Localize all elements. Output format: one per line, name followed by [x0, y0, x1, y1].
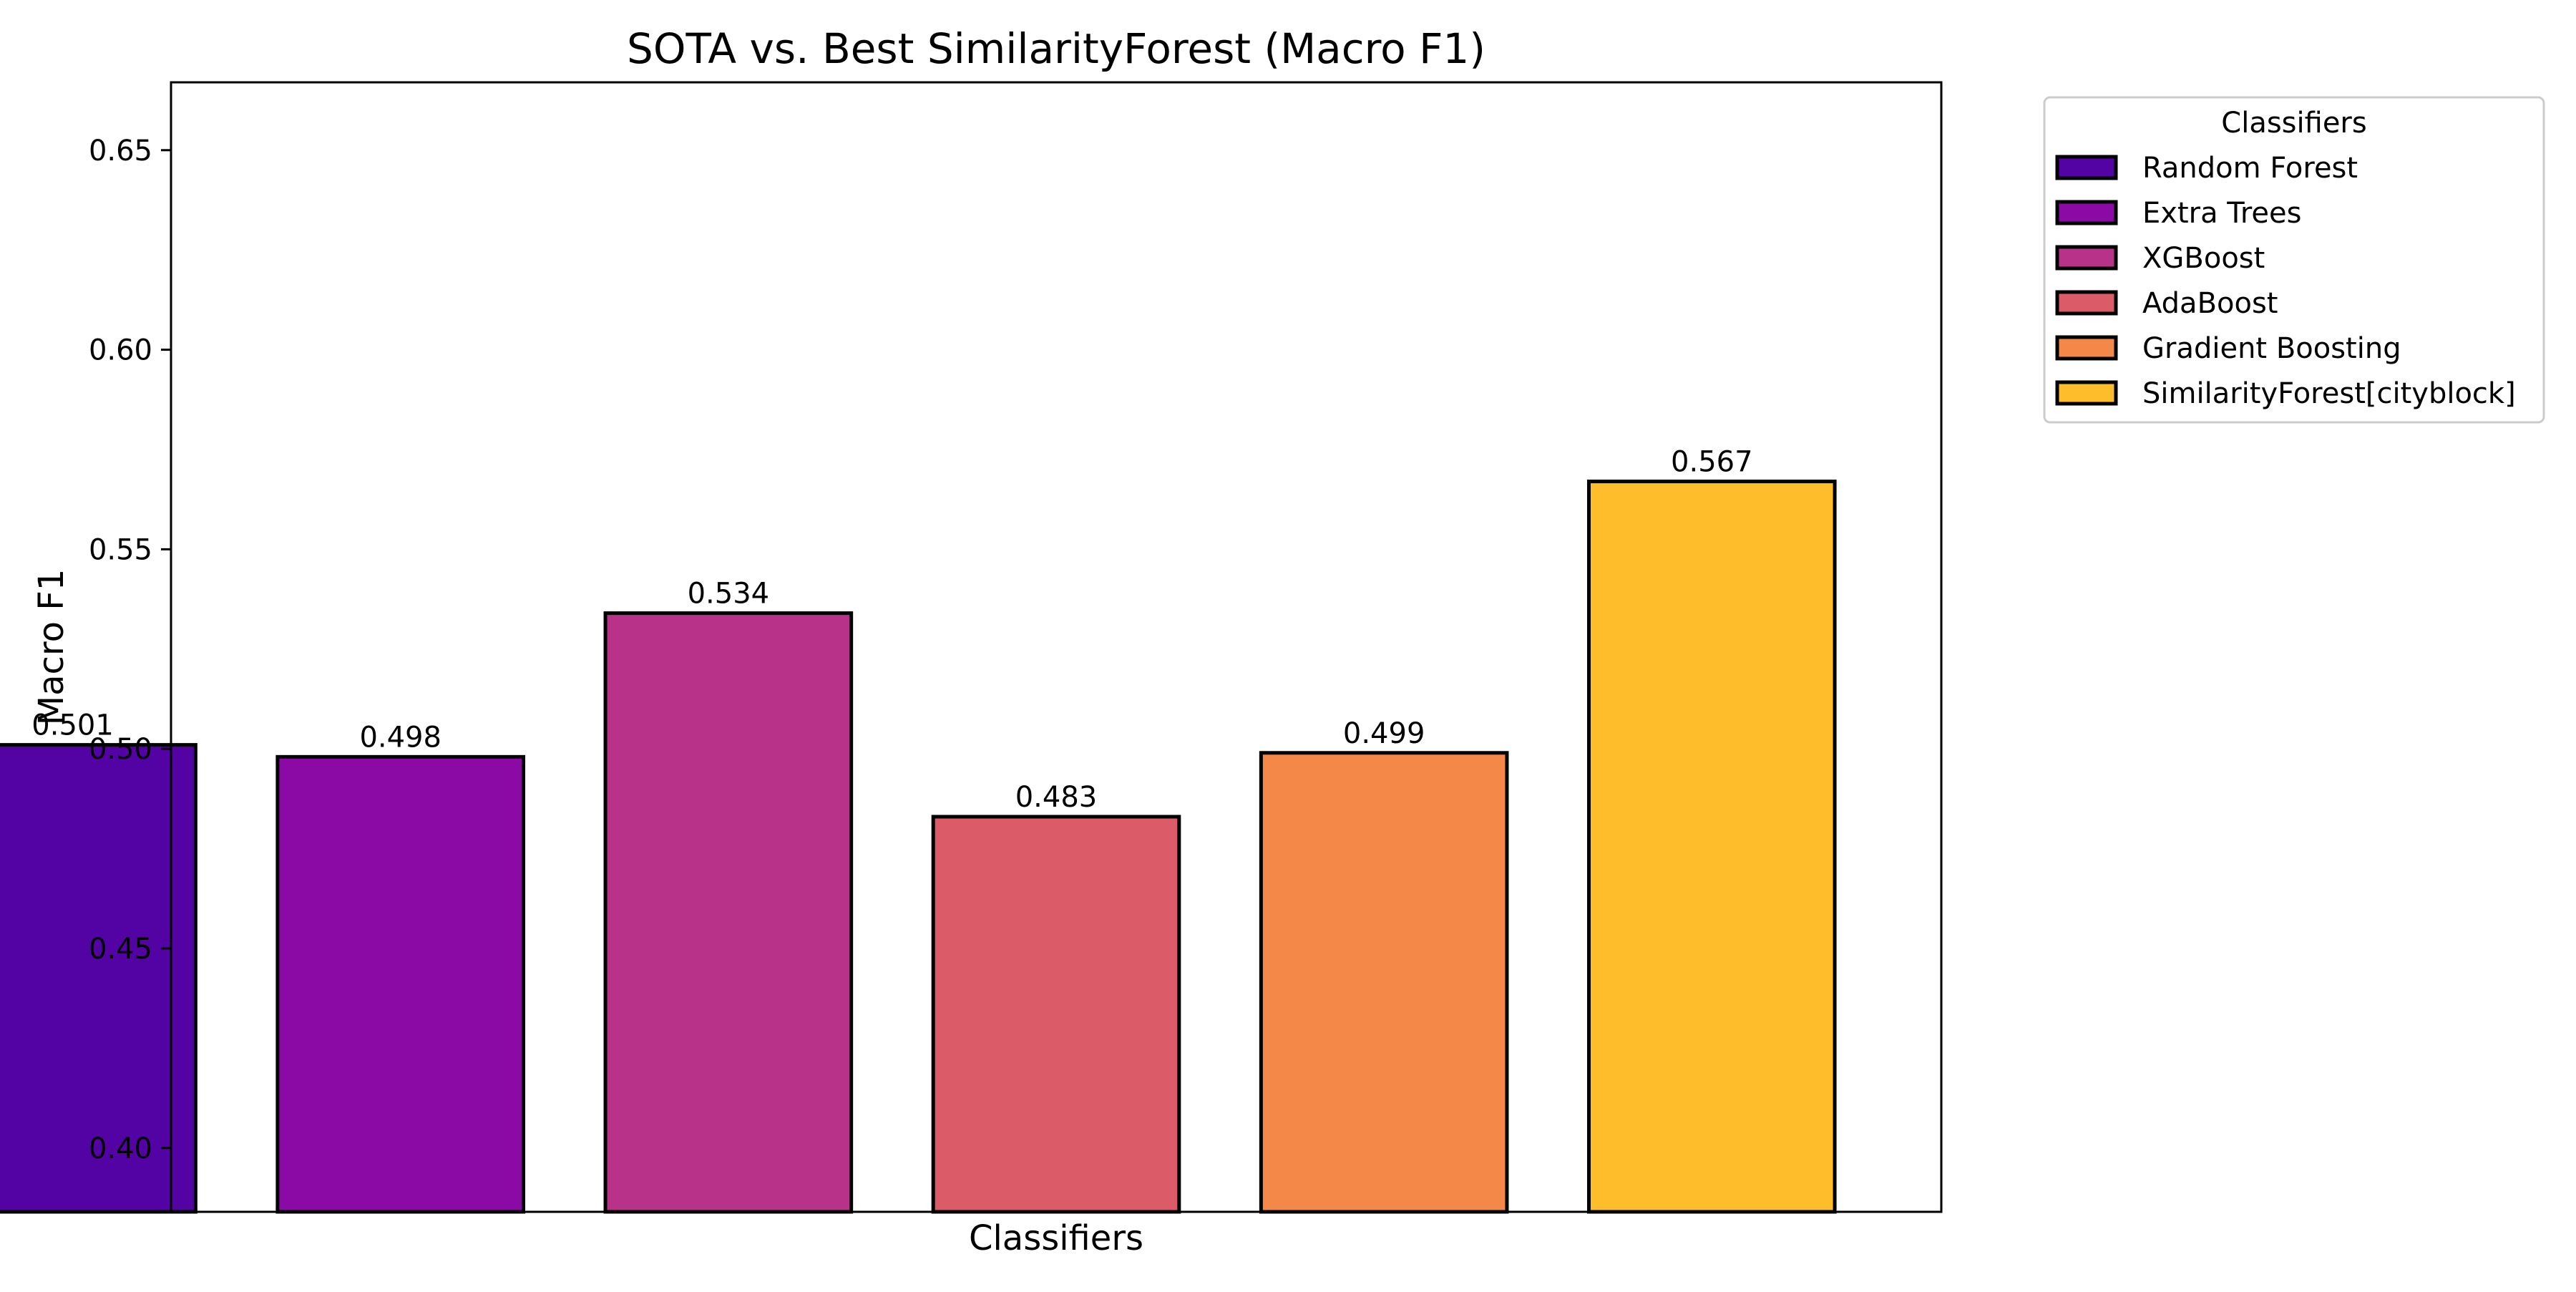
bar [931, 815, 1181, 1214]
bar [0, 743, 197, 1214]
y-tick-label: 0.45 [89, 933, 152, 966]
y-tick-label: 0.40 [89, 1132, 152, 1165]
x-axis-label: Classifiers [969, 1218, 1143, 1258]
y-tick-label: 0.50 [89, 733, 152, 766]
legend-label: Random Forest [2142, 152, 2358, 185]
legend-swatch [2055, 380, 2118, 406]
y-tick-label: 0.55 [89, 533, 152, 566]
bar-value-label: 0.499 [1343, 717, 1425, 750]
chart-title: SOTA vs. Best SimilarityForest (Macro F1… [627, 24, 1485, 73]
y-tick-label: 0.60 [89, 334, 152, 367]
bar-value-label: 0.567 [1671, 446, 1753, 479]
legend-swatch [2055, 335, 2118, 361]
bars-layer: 0.501 0.498 0.534 0.483 0.499 0.567 [0, 446, 1837, 1214]
legend-swatch [2055, 245, 2118, 271]
y-tick-label: 0.65 [89, 135, 152, 167]
legend-label: AdaBoost [2142, 287, 2278, 320]
legend: Classifiers Random Forest Extra Trees XGBo… [2043, 96, 2545, 424]
legend-swatch [2055, 155, 2118, 180]
bar-value-label: 0.534 [688, 578, 770, 611]
bar-value-label: 0.483 [1015, 781, 1098, 814]
legend-label: XGBoost [2142, 242, 2265, 275]
legend-label: Gradient Boosting [2142, 332, 2401, 365]
bar-value-label: 0.498 [359, 721, 441, 754]
bar [1259, 751, 1509, 1214]
bar [275, 754, 526, 1214]
plot-frame [170, 81, 1943, 1213]
legend-label: Extra Trees [2142, 197, 2301, 230]
y-axis-label: Macro F1 [31, 569, 72, 726]
legend-title: Classifiers [2221, 107, 2366, 140]
bar [603, 611, 854, 1214]
bar [1586, 480, 1837, 1214]
legend-label: SimilarityForest[cityblock] [2142, 377, 2516, 410]
legend-items: Random Forest Extra Trees XGBoost AdaBoost G… [2055, 152, 2516, 410]
bar-value-label: 0.501 [31, 709, 114, 742]
legend-swatch [2055, 200, 2118, 225]
y-axis-ticks: 0.40 0.45 0.50 0.55 0.60 0.65 [89, 135, 171, 1165]
legend-swatch [2055, 290, 2118, 316]
legend-frame [2043, 96, 2545, 424]
